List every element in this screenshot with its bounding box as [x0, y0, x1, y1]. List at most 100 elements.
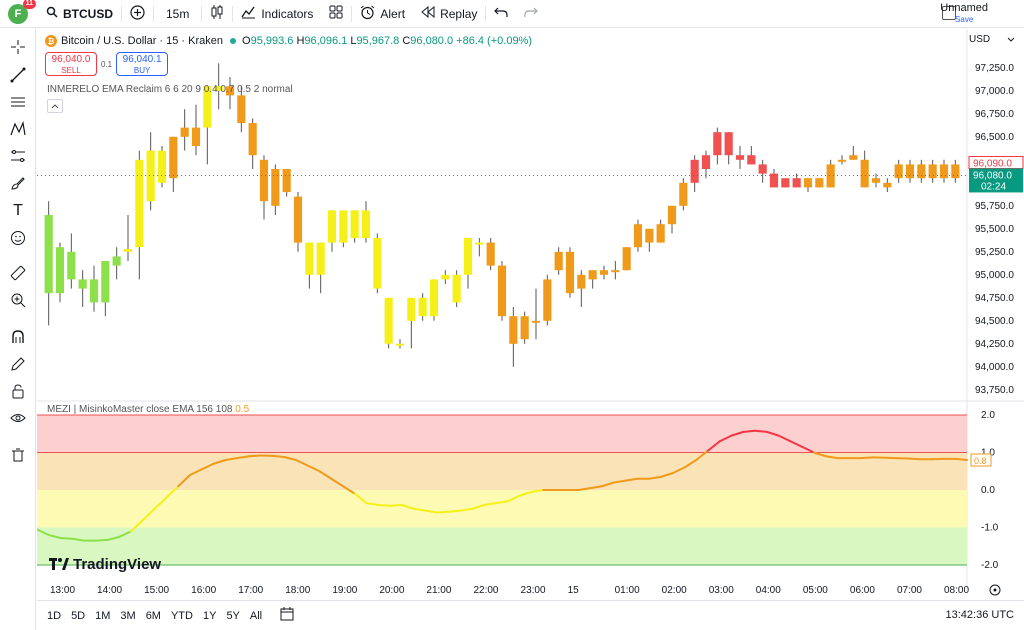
trash-icon[interactable]	[9, 446, 27, 464]
buy-button[interactable]: 96,040.1 BUY	[116, 52, 169, 76]
chart-pane[interactable]: 97,250.097,000.096,750.096,500.096,250.0…	[37, 29, 1024, 600]
time-tick-label: 21:00	[426, 585, 451, 596]
alert-button[interactable]: Alert	[352, 0, 413, 28]
oscillator-line-segment	[71, 537, 86, 542]
candle-body	[531, 320, 541, 323]
layout-save-button[interactable]: Unnamed Save	[940, 3, 988, 25]
indicators-button[interactable]: Indicators	[233, 0, 321, 28]
time-tick-label: 19:00	[332, 585, 357, 596]
oscillator-line-segment	[812, 451, 827, 458]
oscillator-value: 0.5	[235, 404, 250, 415]
undo-button[interactable]	[486, 0, 516, 28]
candle-body	[588, 270, 597, 280]
brush-icon[interactable]	[9, 174, 27, 192]
sell-button[interactable]: 96,040.0 SELL	[45, 52, 97, 76]
candle-body	[282, 169, 291, 192]
divider	[232, 5, 234, 22]
time-tick-label: 13:00	[50, 585, 75, 596]
oscillator-legend[interactable]: MEZI | MisinkoMaster close EMA 156 108 0…	[47, 404, 249, 415]
divider	[153, 5, 154, 22]
layouts-button[interactable]	[321, 0, 351, 28]
crosshair-icon[interactable]	[9, 38, 27, 56]
range-button[interactable]: All	[249, 609, 263, 622]
candle-body	[543, 279, 552, 321]
calendar-goto-icon[interactable]	[280, 607, 294, 624]
price-tick-label: 96,500.0	[975, 132, 1014, 143]
chevron-up-icon[interactable]	[47, 99, 63, 113]
undo-icon	[494, 6, 509, 21]
interval-button[interactable]: 15m	[166, 6, 190, 21]
candle-body	[520, 316, 529, 340]
candle-body	[554, 251, 563, 271]
rewind-icon	[421, 5, 435, 21]
replay-button[interactable]: Replay	[413, 0, 485, 28]
oscillator-line-segment	[141, 507, 156, 521]
candle-body	[361, 210, 371, 238]
candle-body	[633, 224, 643, 248]
checkbox-icon[interactable]	[942, 6, 956, 20]
utc-clock[interactable]: 13:42:36 UTC	[945, 609, 1014, 621]
range-button[interactable]: 5Y	[226, 609, 240, 622]
oscillator-line-segment	[224, 457, 239, 461]
measure-lines-icon[interactable]	[9, 147, 27, 165]
oscillator-line-segment	[742, 429, 757, 433]
tradingview-logo[interactable]: TradingView	[49, 556, 161, 573]
symbol-search-button[interactable]: BTCUSD	[38, 0, 121, 28]
text-icon[interactable]: T	[13, 202, 23, 219]
oscillator-line-segment	[754, 429, 768, 433]
time-tick-label: 16:00	[191, 585, 216, 596]
eye-icon[interactable]	[9, 409, 27, 427]
oscillator-line-segment	[271, 454, 286, 458]
range-button[interactable]: 1M	[95, 609, 111, 622]
oscillator-line-segment	[707, 440, 721, 452]
candle-body	[169, 136, 178, 179]
symbol-name: BTCUSD	[63, 6, 113, 21]
settings-gear-icon[interactable]	[989, 584, 1001, 596]
lock-icon[interactable]	[9, 382, 27, 400]
time-tick-label: 08:00	[944, 585, 969, 596]
zoom-in-icon[interactable]	[9, 291, 27, 309]
range-button[interactable]: 1D	[47, 609, 62, 622]
range-button[interactable]: 1Y	[202, 609, 217, 622]
divider	[201, 5, 203, 22]
oscillator-line-segment	[177, 474, 192, 488]
symbol-title[interactable]: Bitcoin / U.S. Dollar · 15 · Kraken	[61, 35, 224, 47]
indicator-legend[interactable]: INMERELO EMA Reclaim 6 6 20 9 0.4 0.7 0.…	[47, 84, 293, 95]
candle-body	[350, 210, 359, 238]
oscillator-line-segment	[448, 509, 462, 513]
chart-type-button[interactable]	[202, 0, 232, 28]
magnet-icon[interactable]	[9, 328, 27, 346]
ruler-icon[interactable]	[9, 264, 27, 282]
trend-line-icon[interactable]	[9, 66, 27, 84]
bar-countdown-label: 02:24	[981, 181, 1006, 192]
lot-size[interactable]: 0.1	[101, 59, 113, 69]
oscillator-line-segment	[801, 445, 815, 454]
buy-price: 96,040.1	[122, 54, 162, 65]
range-button[interactable]: 3M	[120, 609, 136, 622]
candle-body	[860, 159, 869, 188]
currency-select[interactable]: USD	[969, 34, 1015, 45]
compare-button[interactable]	[122, 0, 153, 28]
chart-canvas[interactable]: 97,250.097,000.096,750.096,500.096,250.0…	[37, 29, 1024, 600]
user-avatar[interactable]: F 11	[8, 0, 36, 24]
oscillator-line-segment	[424, 509, 439, 514]
range-button[interactable]: 6M	[145, 609, 161, 622]
save-label: Save	[955, 15, 974, 24]
oscillator-line-segment	[789, 440, 804, 448]
plus-circle-icon	[130, 4, 145, 23]
range-button[interactable]: YTD	[170, 609, 193, 622]
candle-body	[475, 242, 484, 245]
candle-body	[781, 178, 790, 188]
candle-body	[407, 297, 416, 321]
high-value: 96,096.1	[304, 35, 348, 47]
candle-body	[701, 155, 711, 169]
horizontal-lines-icon[interactable]	[9, 93, 27, 111]
candle-body	[894, 164, 903, 179]
range-button[interactable]: 5D	[71, 609, 86, 622]
pattern-icon[interactable]	[9, 120, 27, 138]
candle-body	[939, 164, 949, 179]
pencil-lock-icon[interactable]	[9, 355, 27, 373]
oscillator-line-segment	[624, 477, 639, 482]
smiley-icon[interactable]	[9, 229, 27, 247]
redo-button[interactable]	[516, 0, 546, 28]
